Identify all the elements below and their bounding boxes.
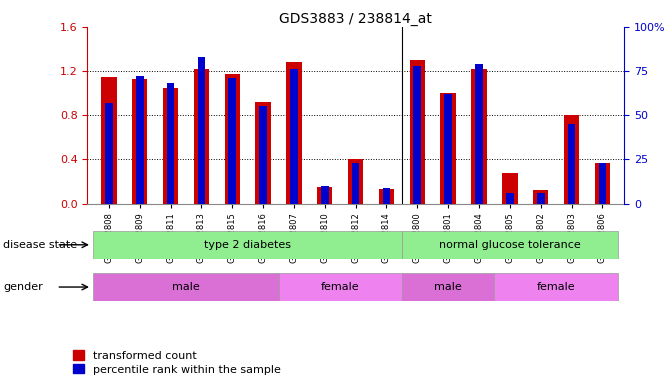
Bar — [166, 83, 174, 204]
Bar — [382, 188, 391, 204]
Bar — [194, 69, 209, 204]
Bar — [225, 74, 240, 204]
Bar — [440, 93, 456, 204]
Text: male: male — [172, 282, 200, 292]
Bar — [506, 193, 514, 204]
Bar — [105, 103, 113, 204]
Text: disease state: disease state — [3, 240, 77, 250]
Text: type 2 diabetes: type 2 diabetes — [204, 240, 291, 250]
Bar — [471, 69, 486, 204]
Bar — [475, 64, 483, 204]
Bar — [378, 189, 394, 204]
Bar — [533, 190, 548, 204]
Bar — [495, 273, 618, 301]
Bar — [93, 231, 402, 259]
Bar — [444, 94, 452, 204]
Bar — [259, 106, 267, 204]
Bar — [402, 273, 495, 301]
Bar — [348, 159, 363, 204]
Bar — [136, 76, 144, 204]
Text: female: female — [321, 282, 360, 292]
Bar — [278, 273, 402, 301]
Bar — [537, 193, 545, 204]
Bar — [228, 78, 236, 204]
Legend: transformed count, percentile rank within the sample: transformed count, percentile rank withi… — [72, 350, 280, 375]
Text: female: female — [537, 282, 576, 292]
Bar — [402, 231, 618, 259]
Bar — [287, 62, 302, 204]
Bar — [256, 102, 271, 204]
Text: gender: gender — [3, 282, 43, 292]
Bar — [502, 173, 517, 204]
Bar — [599, 163, 607, 204]
Bar — [352, 163, 360, 204]
Bar — [101, 76, 117, 204]
Bar — [132, 79, 148, 204]
Bar — [197, 57, 205, 204]
Bar — [321, 186, 329, 204]
Bar — [163, 88, 178, 204]
Bar — [409, 60, 425, 204]
Text: GDS3883 / 238814_at: GDS3883 / 238814_at — [279, 12, 432, 25]
Bar — [595, 163, 610, 204]
Bar — [93, 273, 278, 301]
Text: normal glucose tolerance: normal glucose tolerance — [439, 240, 581, 250]
Bar — [413, 66, 421, 204]
Bar — [564, 115, 579, 204]
Bar — [290, 69, 298, 204]
Text: male: male — [434, 282, 462, 292]
Bar — [317, 187, 333, 204]
Bar — [568, 124, 576, 204]
